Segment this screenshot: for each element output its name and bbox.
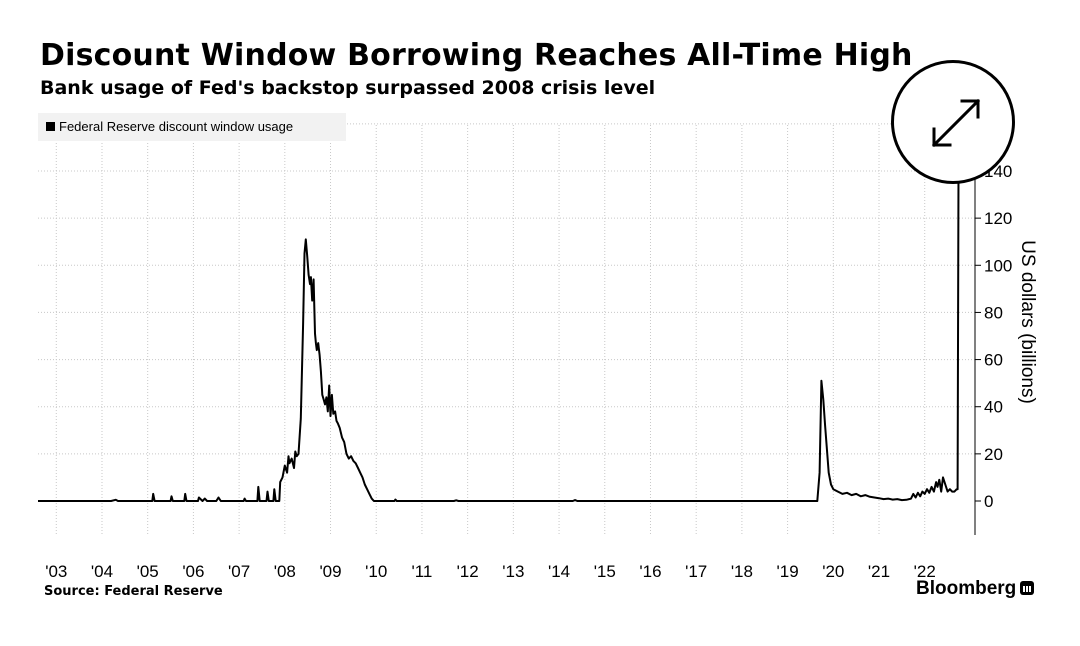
axes — [974, 165, 981, 535]
x-tick-label: '03 — [45, 562, 67, 581]
y-tick-label: 20 — [984, 445, 1003, 464]
y-tick-label: 40 — [984, 398, 1003, 417]
y-tick-label: 100 — [984, 256, 1012, 275]
series-line-discount-window — [38, 170, 960, 502]
x-tick-label: '10 — [365, 562, 387, 581]
x-tick-label: '12 — [457, 562, 479, 581]
x-tick-label: '17 — [685, 562, 707, 581]
x-tick-label: '16 — [639, 562, 661, 581]
expand-arrows-icon — [931, 98, 981, 148]
x-tick-label: '18 — [731, 562, 753, 581]
x-tick-label: '20 — [822, 562, 844, 581]
x-tick-label: '04 — [91, 562, 113, 581]
x-tick-label: '08 — [274, 562, 296, 581]
x-tick-label: '22 — [914, 562, 936, 581]
y-tick-label: 80 — [984, 303, 1003, 322]
x-tick-label: '09 — [319, 562, 341, 581]
legend-swatch — [46, 122, 55, 131]
x-tick-label: '07 — [228, 562, 250, 581]
x-tick-label: '11 — [411, 562, 432, 581]
grid-lines — [38, 123, 975, 535]
y-tick-label: 120 — [984, 209, 1012, 228]
brand-logo: Bloomberg — [916, 578, 1035, 600]
x-tick-label: '19 — [777, 562, 799, 581]
x-tick-label: '15 — [594, 562, 616, 581]
y-tick-label: 60 — [984, 351, 1003, 370]
bloomberg-terminal-icon — [1020, 581, 1035, 595]
x-tick-label: '06 — [182, 562, 204, 581]
chart-subtitle: Bank usage of Fed's backstop surpassed 2… — [40, 77, 656, 99]
y-tick-label: 0 — [984, 492, 993, 511]
legend: Federal Reserve discount window usage — [38, 113, 346, 141]
x-tick-label: '14 — [548, 562, 570, 581]
brand-name: Bloomberg — [916, 578, 1017, 599]
y-axis-label: US dollars (billions) — [1017, 240, 1038, 404]
x-tick-label: '13 — [502, 562, 524, 581]
expand-button[interactable] — [891, 60, 1015, 184]
chart-title: Discount Window Borrowing Reaches All-Ti… — [40, 38, 913, 73]
x-tick-label: '21 — [868, 562, 890, 581]
legend-label: Federal Reserve discount window usage — [59, 119, 294, 134]
x-tick-label: '05 — [137, 562, 159, 581]
source-note: Source: Federal Reserve — [44, 584, 223, 599]
